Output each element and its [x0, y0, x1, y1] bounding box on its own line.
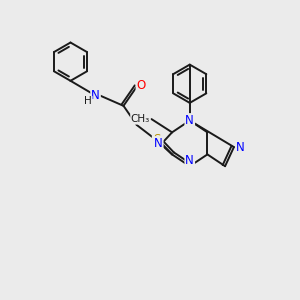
Text: O: O — [136, 79, 146, 92]
Text: N: N — [154, 137, 163, 150]
Text: S: S — [153, 133, 160, 146]
Text: N: N — [185, 154, 194, 167]
Text: H: H — [84, 96, 92, 106]
Text: CH₃: CH₃ — [131, 114, 150, 124]
Text: N: N — [236, 141, 245, 154]
Text: N: N — [185, 114, 194, 127]
Text: N: N — [91, 89, 100, 102]
